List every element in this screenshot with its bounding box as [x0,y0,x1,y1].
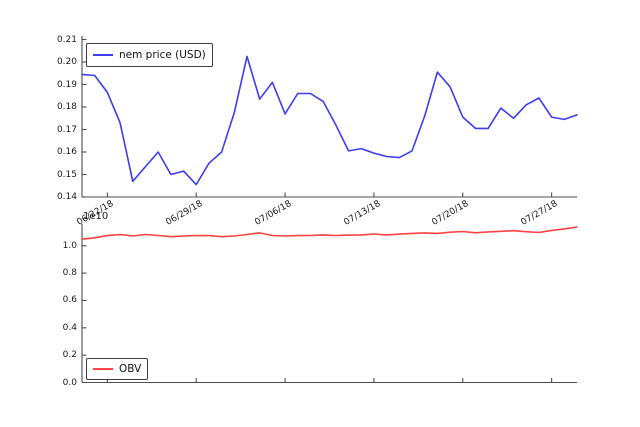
bottom-y-tick-label: 1.0 [62,240,77,251]
top-y-tick-label: 0.17 [56,124,77,135]
axis-multiplier-label: 1e10 [83,211,109,222]
bottom-y-tick-label: 0.6 [62,295,77,306]
bottom-y-tick-label: 0.0 [62,377,77,388]
bottom-y-tick-label: 0.8 [62,268,77,279]
top-y-tick-label: 0.21 [56,34,77,45]
top-y-tick-label: 0.15 [56,169,77,180]
bottom-y-tick-label: 0.4 [62,322,77,333]
legend-label-obv: OBV [119,363,142,375]
top-y-tick-label: 0.18 [56,102,77,112]
legend-nem-price: nem price (USD) [86,43,213,67]
legend-obv: OBV [86,358,149,380]
top-y-tick-label: 0.14 [56,192,77,202]
obv-line-sample [93,368,113,370]
top-y-tick-label: 0.16 [56,147,77,157]
top-y-tick-label: 0.20 [56,57,77,67]
top-y-tick-label: 0.19 [56,79,77,90]
bottom-y-tick-label: 0.2 [62,350,77,361]
nem-price-line-sample [93,54,113,56]
legend-label-nem-price: nem price (USD) [119,49,206,61]
